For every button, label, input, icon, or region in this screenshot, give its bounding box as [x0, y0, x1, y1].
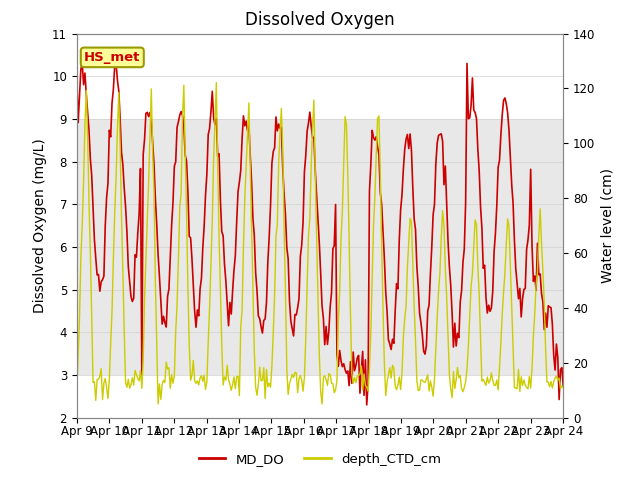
Y-axis label: Water level (cm): Water level (cm) — [601, 168, 615, 283]
Title: Dissolved Oxygen: Dissolved Oxygen — [245, 11, 395, 29]
Legend: MD_DO, depth_CTD_cm: MD_DO, depth_CTD_cm — [193, 447, 447, 471]
Bar — [77, 119, 563, 375]
Text: HS_met: HS_met — [84, 51, 140, 64]
Y-axis label: Dissolved Oxygen (mg/L): Dissolved Oxygen (mg/L) — [33, 138, 47, 313]
